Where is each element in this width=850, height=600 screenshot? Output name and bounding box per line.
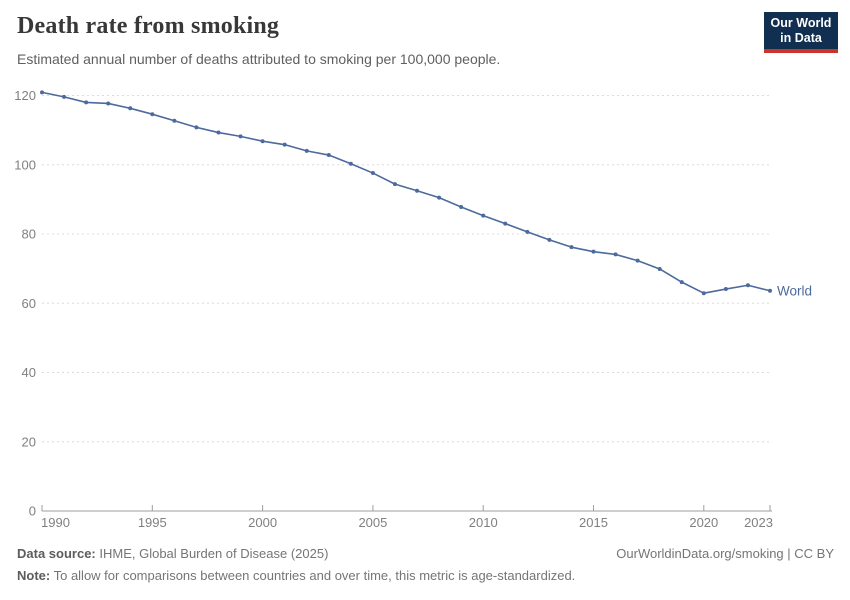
data-source-line: Data source: IHME, Global Burden of Dise… (17, 546, 328, 561)
data-point[interactable] (547, 237, 552, 242)
y-tick-label: 0 (29, 504, 36, 519)
data-point[interactable] (679, 280, 684, 285)
page-title: Death rate from smoking (17, 13, 280, 39)
owid-link[interactable]: OurWorldinData.org/smoking | CC BY (616, 546, 834, 561)
note-value: To allow for comparisons between countri… (50, 568, 576, 583)
data-point[interactable] (150, 112, 155, 117)
data-point[interactable] (370, 171, 375, 176)
data-point[interactable] (282, 142, 287, 147)
data-source-value: IHME, Global Burden of Disease (2025) (95, 546, 329, 561)
data-point[interactable] (591, 249, 596, 254)
x-tick-label: 2000 (248, 515, 277, 530)
x-tick-label: 1995 (138, 515, 167, 530)
note-label: Note: (17, 568, 51, 583)
data-point[interactable] (84, 100, 89, 105)
data-point[interactable] (260, 139, 265, 144)
data-point[interactable] (62, 94, 67, 99)
data-point[interactable] (194, 125, 199, 130)
data-point[interactable] (437, 195, 442, 200)
data-point[interactable] (326, 153, 331, 158)
data-point[interactable] (569, 245, 574, 250)
series-line-world[interactable] (41, 91, 771, 295)
note-line: Note: To allow for comparisons between c… (17, 568, 575, 583)
data-point[interactable] (106, 101, 111, 106)
data-point[interactable] (745, 283, 750, 288)
data-point[interactable] (459, 204, 464, 209)
x-tick-label: 2020 (689, 515, 718, 530)
data-point[interactable] (723, 287, 728, 292)
chart-subtitle: Estimated annual number of deaths attrib… (17, 51, 501, 67)
owid-logo-line2: in Data (780, 31, 822, 45)
data-point[interactable] (40, 90, 44, 95)
y-tick-label: 60 (22, 296, 36, 311)
x-tick-label: 2023 (744, 515, 773, 530)
data-point[interactable] (392, 182, 397, 187)
data-source-label: Data source: (17, 546, 96, 561)
y-tick-label: 100 (14, 157, 36, 172)
owid-logo[interactable]: Our World in Data (764, 12, 838, 53)
data-point[interactable] (415, 188, 420, 193)
data-point[interactable] (128, 106, 133, 111)
data-point[interactable] (238, 134, 243, 139)
y-tick-label: 20 (22, 434, 36, 449)
data-point[interactable] (525, 229, 530, 234)
x-tick-label: 1990 (41, 515, 70, 530)
owid-logo-line1: Our World (770, 16, 832, 30)
data-point[interactable] (768, 288, 772, 293)
data-point[interactable] (304, 148, 309, 153)
x-tick-label: 2015 (579, 515, 608, 530)
data-point[interactable] (657, 266, 662, 271)
data-point[interactable] (635, 258, 640, 263)
data-point[interactable] (348, 161, 353, 166)
x-tick-label: 2005 (358, 515, 387, 530)
y-tick-label: 120 (14, 88, 36, 103)
x-tick-label: 2010 (469, 515, 498, 530)
data-point[interactable] (216, 130, 221, 135)
data-point[interactable] (701, 291, 706, 296)
y-tick-label: 40 (22, 365, 36, 380)
series-end-label[interactable]: World (777, 283, 812, 298)
y-tick-label: 80 (22, 227, 36, 242)
data-point[interactable] (172, 118, 177, 123)
data-point[interactable] (481, 213, 486, 218)
data-point[interactable] (503, 221, 508, 226)
data-point[interactable] (613, 252, 618, 257)
